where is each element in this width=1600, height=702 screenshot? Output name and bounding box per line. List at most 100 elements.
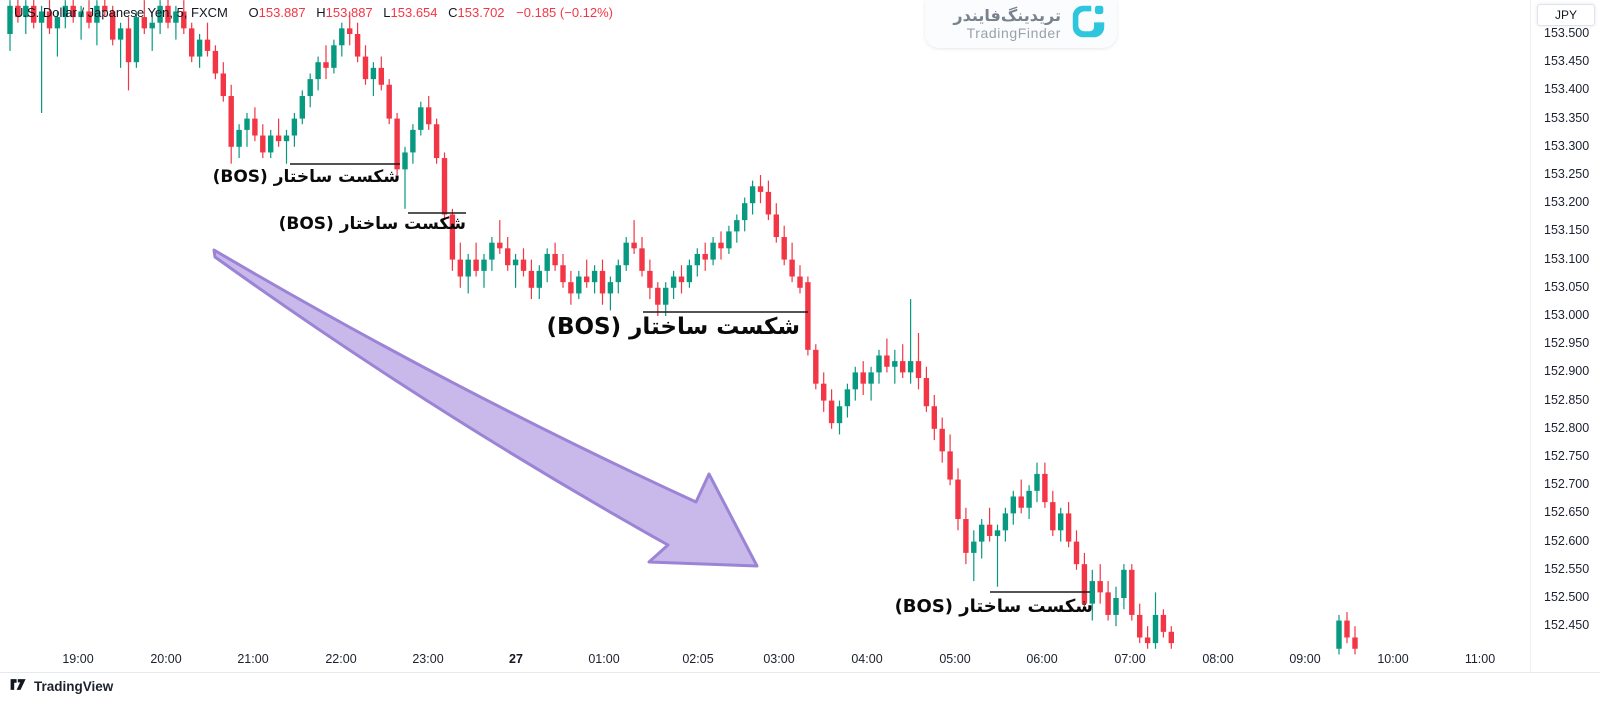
candle (1065, 502, 1072, 548)
candle (220, 62, 226, 102)
candle (181, 0, 187, 34)
candle (1073, 530, 1080, 570)
candle (884, 338, 890, 373)
candle (473, 242, 479, 277)
candle (102, 0, 108, 18)
candle (497, 220, 503, 254)
candle (836, 400, 843, 435)
candle (323, 45, 329, 80)
candle (923, 366, 930, 412)
price-tick-label: 153.200 (1544, 195, 1590, 210)
candle (915, 332, 922, 390)
candle (31, 0, 37, 29)
candle (1018, 479, 1024, 514)
candle (196, 34, 203, 68)
candle (900, 344, 906, 379)
price-tick-label: 152.450 (1544, 618, 1590, 633)
candle (520, 248, 527, 277)
candle (568, 270, 574, 305)
candle (244, 112, 250, 147)
candle (299, 90, 305, 125)
symbol-legend: U.S. Dollar / Japanese Yen, 5, FXCM O153… (14, 5, 613, 20)
candle (465, 253, 471, 294)
price-axis[interactable]: JPY 153.500 153.450 153.400 153.350 153.300 1… (1530, 0, 1600, 672)
symbol-title[interactable]: U.S. Dollar / Japanese Yen, 5, FXCM (14, 5, 228, 20)
time-tick-label: 02:05 (682, 652, 714, 666)
open-label: O (248, 5, 259, 20)
candle (1105, 581, 1111, 621)
open-value: 153.887 (258, 5, 306, 20)
candle (536, 265, 542, 300)
time-tick-label: 11:00 (1464, 652, 1496, 666)
candle (947, 434, 953, 486)
candle (1002, 507, 1009, 542)
tradingfinder-logo-icon (1070, 3, 1107, 45)
downtrend-arrow-drawing[interactable] (212, 248, 759, 568)
candle (615, 259, 621, 294)
candle (789, 242, 795, 283)
candle (505, 237, 511, 271)
candle (141, 0, 147, 34)
time-tick-label: 27 (509, 652, 523, 666)
currency-toggle-button[interactable]: JPY (1537, 4, 1595, 26)
candle (971, 530, 977, 582)
candle (1058, 507, 1064, 542)
candle (252, 107, 258, 142)
candle (117, 22, 124, 68)
time-axis[interactable]: 19:00 20:00 21:00 22:00 23:00 27 01:00 02:05 03:… (0, 644, 1600, 672)
candle (212, 45, 219, 80)
price-tick-label: 153.300 (1544, 138, 1590, 153)
candle (62, 0, 68, 29)
bos-label[interactable]: شکست ساختار (BOS) (546, 314, 800, 340)
candle (125, 17, 132, 91)
candle (228, 84, 234, 164)
bos-label[interactable]: شکست ساختار (BOS) (278, 214, 466, 234)
time-tick-label: 23:00 (412, 652, 444, 666)
price-tick-label: 152.750 (1544, 449, 1590, 463)
candle (892, 349, 898, 384)
bos-label[interactable]: شکست ساختار (BOS) (894, 596, 1093, 617)
high-value: 153.887 (325, 5, 373, 20)
bos-label[interactable]: شکست ساختار (BOS) (212, 167, 400, 187)
candle (639, 237, 645, 277)
tradingview-attribution-link[interactable]: TradingView (10, 677, 113, 695)
time-tick-label: 19:00 (62, 652, 94, 666)
price-tick-label: 153.250 (1544, 167, 1590, 181)
candle (1129, 564, 1135, 621)
candle (189, 22, 195, 63)
candle (46, 0, 53, 34)
candle (607, 276, 614, 311)
candle (133, 11, 140, 68)
tradingview-logo-icon (10, 677, 28, 695)
candle (765, 180, 772, 221)
candle (868, 366, 874, 401)
tradingfinder-title-fa: تریدینگ‌فایندر (953, 5, 1061, 25)
price-tick-label: 153.350 (1544, 110, 1590, 125)
candle (1352, 626, 1358, 655)
candle (23, 0, 29, 34)
candle (441, 152, 448, 221)
candle (418, 101, 424, 136)
candle (1010, 490, 1016, 525)
candle (1034, 462, 1040, 503)
candle (1152, 592, 1159, 649)
low-label: L (383, 5, 391, 20)
price-tick-label: 152.950 (1544, 336, 1590, 351)
time-tick-label: 09:00 (1289, 652, 1321, 666)
price-tick-label: 153.450 (1544, 54, 1590, 69)
price-tick-label: 153.150 (1544, 223, 1590, 238)
candle (354, 22, 361, 63)
candle (378, 56, 384, 91)
price-tick-label: 152.550 (1544, 561, 1590, 576)
candle (86, 0, 92, 29)
candle (599, 259, 606, 305)
low-value: 153.654 (390, 5, 438, 20)
candle (275, 118, 282, 147)
candle (307, 73, 313, 108)
candle (1097, 564, 1103, 604)
tradingfinder-watermark: تریدینگ‌فایندر TradingFinder (925, 0, 1117, 48)
candle (749, 180, 756, 215)
time-tick-label: 03:00 (763, 652, 795, 666)
